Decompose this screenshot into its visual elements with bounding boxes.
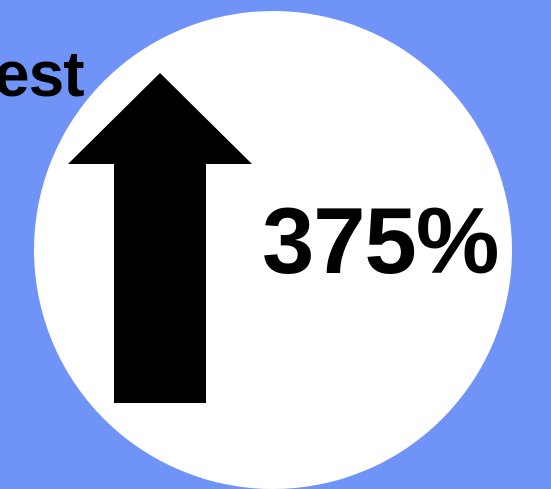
partial-heading-text: est [0,38,84,110]
percentage-value: 375% [262,188,499,293]
white-circle [34,11,512,489]
up-arrow-icon [68,73,252,403]
